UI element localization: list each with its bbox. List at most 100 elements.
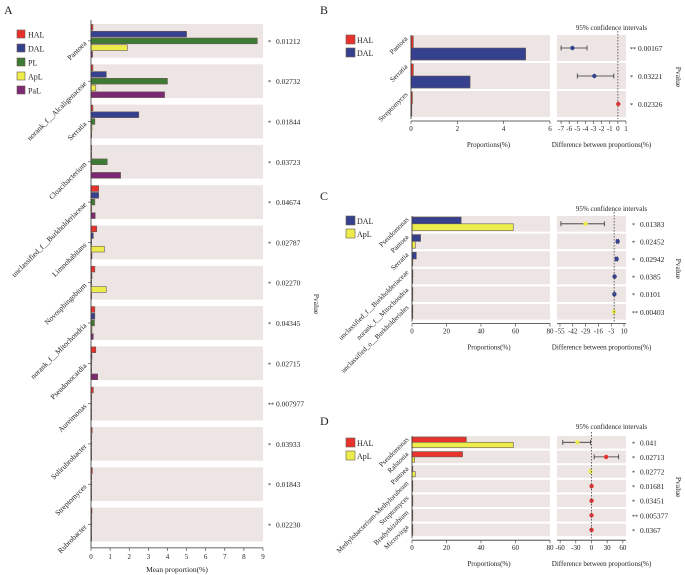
ci-row-background (557, 268, 626, 285)
bar-hal (411, 451, 463, 458)
ci-point (589, 513, 594, 518)
row-background (91, 185, 263, 219)
ci-point (575, 440, 580, 445)
ci-row-background (557, 304, 626, 320)
ci-x-tick-label: -3 (608, 328, 614, 336)
bar-dal (90, 71, 107, 78)
x-tick-label: 20 (443, 544, 451, 552)
ci-point (612, 274, 617, 279)
bar-pal (90, 91, 165, 98)
ci-title: 95% confidence intervals (576, 24, 647, 32)
bar-pal (90, 212, 96, 219)
bar-dal (410, 75, 471, 89)
legend-swatch-hal (345, 437, 356, 448)
ci-point (588, 469, 593, 474)
ci-point (583, 221, 588, 226)
x-tick-label: 4 (166, 553, 170, 561)
p-value: 0.00167 (638, 44, 663, 53)
bar-apl (411, 471, 416, 478)
p-value: 0.02715 (276, 359, 301, 368)
legend-label-pl: PL (28, 59, 37, 68)
bar-hal (90, 265, 96, 273)
x-axis-title: Proportions(%) (467, 344, 511, 352)
significance-stars: * (268, 524, 271, 530)
x-tick-label: 60 (512, 544, 520, 552)
x-tick-label: 80 (547, 328, 555, 336)
significance-stars: * (268, 483, 271, 489)
ci-x-tick-label: -1 (607, 125, 613, 133)
x-tick-label: 1 (108, 553, 112, 561)
panel-label-c: C (320, 189, 328, 203)
p-value: 0.01844 (276, 118, 301, 127)
significance-stars: * (630, 103, 633, 109)
x-axis-title: Mean proportion(%) (146, 565, 208, 574)
ci-point (570, 45, 575, 51)
p-value: 0.02772 (640, 468, 665, 477)
ci-x-tick-label: 0 (590, 544, 594, 552)
category-label: Pseudonocardia (48, 361, 88, 401)
category-label: Serratia (388, 62, 410, 84)
bar-pal (90, 373, 98, 381)
bar-hal (90, 225, 98, 233)
row-background (412, 494, 550, 507)
x-axis-title: Proportions(%) (467, 560, 511, 568)
row-background (412, 268, 550, 285)
panel-label-d: D (320, 414, 329, 428)
row-background (91, 427, 263, 461)
significance-stars: * (268, 121, 271, 127)
p-value: 0.0385 (640, 273, 661, 282)
row-background (411, 91, 550, 117)
ci-x-axis-title: Difference between proportions(%) (552, 344, 652, 352)
pvalue-axis-title: Pvalue (674, 259, 683, 280)
p-value: 0.02787 (276, 238, 301, 247)
row-background (91, 386, 263, 421)
p-value: 0.0101 (640, 290, 661, 299)
category-label: Streptomyces (377, 91, 410, 124)
category-label: unclassified_f__Burkholderiaceae (337, 269, 410, 342)
pvalue-axis-title: Pvalue (674, 477, 683, 498)
x-tick-label: 0 (89, 553, 93, 561)
p-value: 0.01843 (276, 480, 301, 489)
ci-x-tick-label: 10 (621, 328, 629, 336)
p-value: 0.03451 (640, 497, 665, 506)
category-label: Pantoea (388, 34, 410, 56)
ci-x-tick-label: -6 (566, 125, 572, 133)
p-value: 0.00403 (640, 308, 665, 317)
p-value: 0.02326 (638, 100, 663, 109)
ci-row-background (557, 286, 626, 302)
bar-pl (90, 118, 96, 125)
bar-dal (90, 30, 187, 38)
category-label: Cloacibacterium (47, 160, 89, 202)
panel-b: B Pantoea ** 0.00167 Serratia * 0.03221 Strepto… (320, 3, 683, 149)
p-value: 0.03221 (638, 72, 663, 81)
significance-stars: * (632, 529, 635, 535)
category-label: unclassified_f__Burkholderiaceae (10, 200, 89, 279)
x-tick-label: 9 (261, 553, 265, 561)
legend-label-hal: HAL (357, 36, 374, 45)
x-tick-label: 6 (548, 125, 552, 133)
significance-stars: * (268, 362, 271, 368)
p-value: 0.01212 (276, 37, 301, 46)
ci-x-tick-label: -4 (582, 125, 588, 133)
row-background (91, 104, 263, 139)
p-value: 0.02270 (276, 279, 301, 288)
x-tick-label: 60 (512, 328, 520, 336)
legend-label-dal: DAL (28, 45, 45, 54)
bar-pl (90, 319, 95, 327)
p-value: 0.041 (640, 438, 657, 447)
category-label: unclassified_o__Burkholderiales (340, 304, 411, 375)
p-value: 0.04345 (276, 319, 301, 328)
ci-point (614, 256, 619, 262)
bar-dal (90, 192, 99, 199)
category-label: Pantoea (65, 38, 89, 62)
x-tick-label: 2 (127, 553, 131, 561)
ci-x-tick-label: -16 (594, 328, 604, 336)
significance-stars: * (268, 201, 271, 207)
category-label: Limnohabitans (50, 240, 88, 278)
bar-dal (410, 47, 526, 61)
row-background (91, 507, 263, 542)
significance-stars: * (632, 240, 635, 246)
significance-stars: ** (630, 47, 636, 53)
legend-swatch-dal (345, 215, 356, 226)
